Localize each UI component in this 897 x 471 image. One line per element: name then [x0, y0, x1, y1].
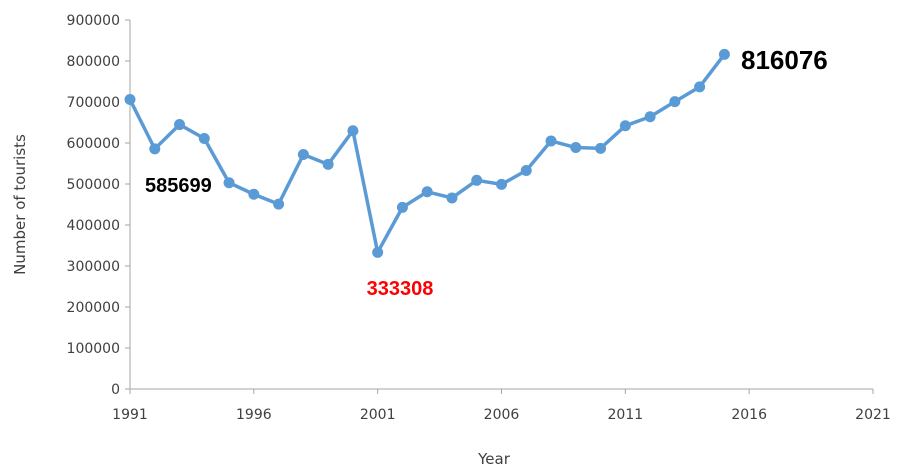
data-point	[124, 94, 136, 106]
data-point	[223, 177, 235, 189]
x-tick-label: 2021	[855, 407, 891, 423]
y-tick-label: 300000	[67, 259, 120, 275]
x-tick-label: 1991	[112, 407, 148, 423]
data-point	[446, 192, 458, 204]
data-point	[694, 81, 706, 93]
series-line	[128, 53, 726, 255]
y-tick-label: 200000	[67, 300, 120, 316]
data-point	[471, 174, 483, 186]
x-tick-label: 2001	[360, 407, 396, 423]
y-axis: 0 100000 200000 300000 400000 500000 600000 700…	[67, 13, 131, 398]
data-label: 816076	[741, 45, 828, 75]
x-axis-title: Year	[477, 450, 511, 468]
x-axis: 1991 1996 2001 2006 2011 2016 2021	[112, 388, 891, 423]
data-label: 585699	[145, 175, 212, 197]
annotations: 585699 333308 816076	[145, 45, 828, 300]
data-point	[174, 119, 186, 131]
data-point	[297, 148, 309, 160]
data-point	[570, 142, 582, 154]
data-point	[273, 198, 285, 210]
data-point	[396, 201, 408, 213]
data-point	[421, 186, 433, 198]
data-point	[322, 158, 334, 170]
y-tick-label: 900000	[67, 13, 120, 29]
y-tick-label: 500000	[67, 177, 120, 193]
data-point	[644, 111, 656, 123]
data-label: 333308	[367, 278, 434, 300]
y-axis-title: Number of tourists	[11, 134, 29, 275]
y-tick-label: 100000	[67, 341, 120, 357]
x-tick-label: 2016	[731, 407, 767, 423]
y-tick-label: 400000	[67, 218, 120, 234]
data-point	[372, 246, 384, 258]
data-point	[198, 132, 210, 144]
data-point	[619, 120, 631, 132]
data-point	[669, 96, 681, 108]
data-point	[347, 125, 359, 137]
series-group	[124, 48, 730, 258]
y-tick-label: 0	[111, 382, 120, 398]
y-tick-label: 700000	[67, 95, 120, 111]
data-point	[545, 135, 557, 147]
data-point	[718, 48, 730, 60]
y-tick-label: 600000	[67, 136, 120, 152]
y-tick-label: 800000	[67, 54, 120, 70]
data-point	[520, 164, 532, 176]
data-point	[149, 143, 161, 155]
x-tick-label: 2006	[484, 407, 520, 423]
data-point	[248, 188, 260, 200]
data-point	[595, 142, 607, 154]
x-tick-label: 1996	[236, 407, 272, 423]
data-point	[496, 178, 507, 190]
x-tick-label: 2011	[608, 407, 644, 423]
